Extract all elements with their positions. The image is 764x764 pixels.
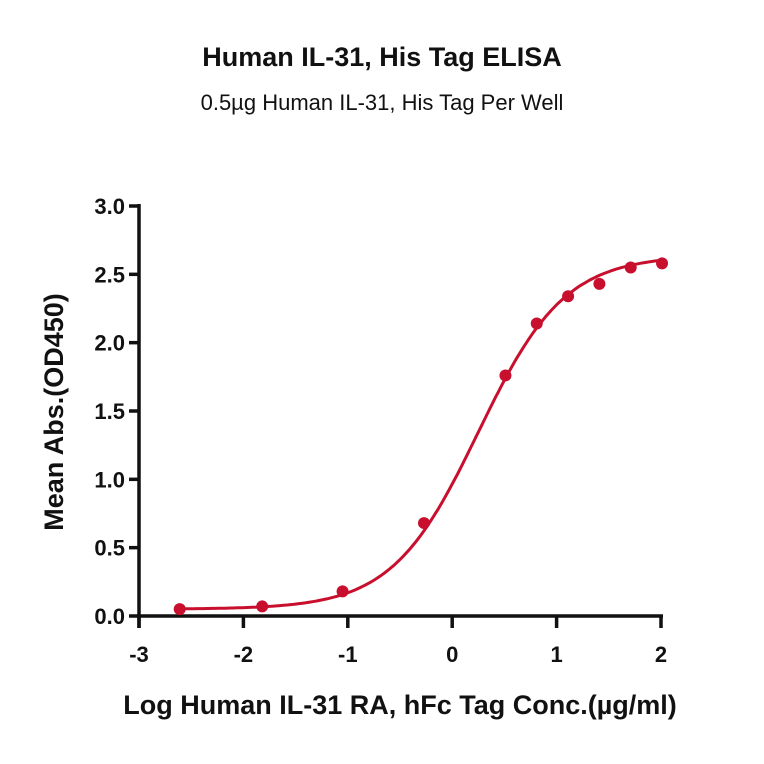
data-point: [256, 600, 269, 613]
x-axis-title: Log Human IL-31 RA, hFc Tag Conc.(µg/ml): [123, 690, 677, 720]
y-tick-label: 0.0: [94, 604, 125, 629]
data-point: [656, 257, 669, 270]
y-tick-label: 2.5: [94, 262, 125, 287]
x-tick-label: -2: [234, 642, 254, 667]
x-tick-label: 2: [655, 642, 667, 667]
data-point: [336, 585, 349, 598]
data-point: [624, 261, 637, 274]
chart-subtitle: 0.5µg Human IL-31, His Tag Per Well: [200, 90, 564, 115]
y-tick-label: 3.0: [94, 194, 125, 219]
data-point: [562, 290, 575, 303]
y-tick-label: 2.0: [94, 331, 125, 356]
data-point: [530, 317, 543, 330]
x-tick-label: -1: [338, 642, 358, 667]
data-point: [499, 369, 512, 382]
x-tick-label: -3: [129, 642, 149, 667]
fit-curve-path: [179, 258, 663, 611]
y-tick-label: 1.0: [94, 467, 125, 492]
fit-curve: [179, 258, 663, 611]
x-tick-label: 1: [550, 642, 562, 667]
x-tick-label: 0: [446, 642, 458, 667]
y-tick-label: 0.5: [94, 536, 125, 561]
data-point: [593, 277, 606, 290]
data-point: [418, 517, 431, 530]
data-point: [173, 603, 186, 616]
chart-title: Human IL-31, His Tag ELISA: [202, 42, 562, 72]
y-axis-title: Mean Abs.(OD450): [39, 293, 69, 531]
axes: 0.0 0.5 1.0 1.5 2.0 2.5 3.0 -3 -2 -1 0 1 2: [94, 194, 667, 667]
y-tick-label: 1.5: [94, 399, 125, 424]
data-points: [173, 257, 669, 616]
